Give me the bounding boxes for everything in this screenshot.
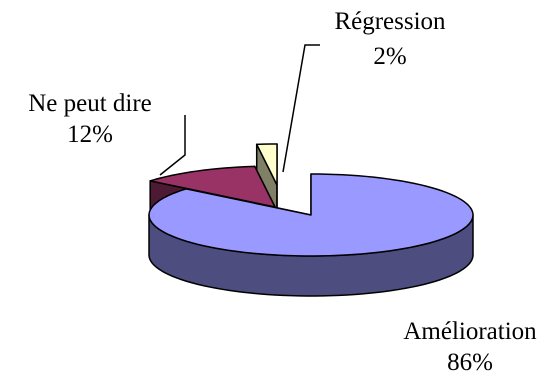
slice-value-amelioration: 86% bbox=[447, 349, 493, 376]
pie-slice-amelioration bbox=[148, 173, 474, 297]
leader-line-regression bbox=[282, 44, 320, 173]
pie-slices bbox=[148, 143, 474, 297]
slice-labels: Ne peut dire 12% Régression 2% Améliorat… bbox=[28, 8, 537, 376]
leader-line-ne-peut-dire bbox=[159, 115, 186, 176]
slice-label-ne-peut-dire: Ne peut dire bbox=[28, 90, 152, 117]
slice-label-amelioration: Amélioration bbox=[403, 318, 537, 345]
slice-value-ne-peut-dire: 12% bbox=[67, 121, 113, 148]
slice-top-regression bbox=[255, 143, 278, 186]
slice-top-ne-peut-dire bbox=[149, 165, 276, 208]
slice-label-regression: Régression bbox=[334, 8, 446, 35]
slice-top-amelioration bbox=[148, 173, 474, 257]
slice-value-regression: 2% bbox=[373, 43, 406, 70]
